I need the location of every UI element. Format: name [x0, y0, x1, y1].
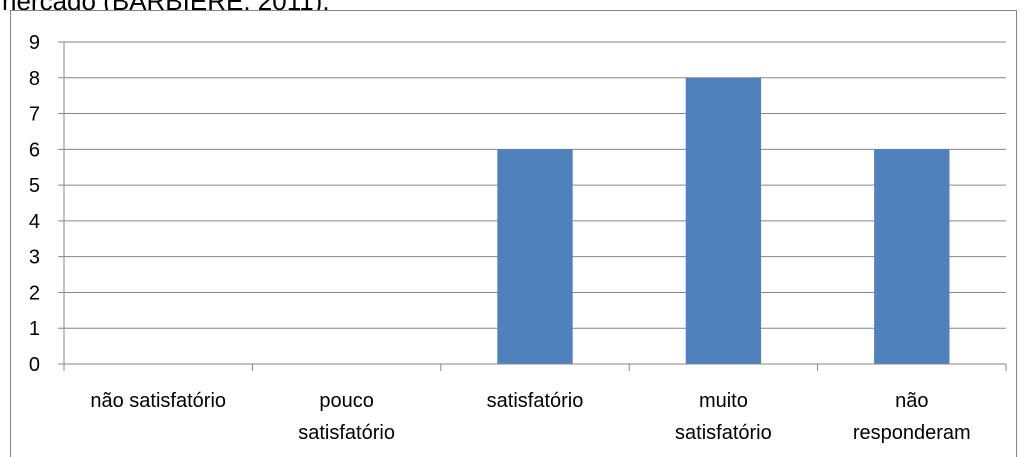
y-tick-label: 4: [29, 211, 40, 233]
y-tick-label: 7: [29, 104, 40, 126]
bar-3: [685, 77, 762, 365]
y-tick-label: 3: [29, 247, 40, 269]
x-category-label: muito: [699, 390, 748, 412]
y-tick-label: 6: [29, 139, 40, 161]
bar-4: [874, 149, 950, 364]
x-category-label: pouco: [319, 390, 374, 412]
y-tick-label: 1: [29, 318, 40, 340]
y-tick-label: 9: [29, 32, 40, 54]
x-category-label: não satisfatório: [90, 390, 226, 412]
x-category-label: satisfatório: [675, 422, 772, 444]
y-tick-label: 2: [29, 282, 40, 304]
bar-2: [497, 149, 573, 364]
x-category-label: satisfatório: [487, 390, 584, 412]
x-category-label: responderam: [853, 422, 971, 444]
x-category-label: satisfatório: [298, 422, 395, 444]
x-category-label: não: [895, 390, 928, 412]
y-tick-label: 5: [29, 175, 40, 197]
y-tick-label: 8: [29, 68, 40, 90]
y-tick-label: 0: [29, 354, 40, 376]
